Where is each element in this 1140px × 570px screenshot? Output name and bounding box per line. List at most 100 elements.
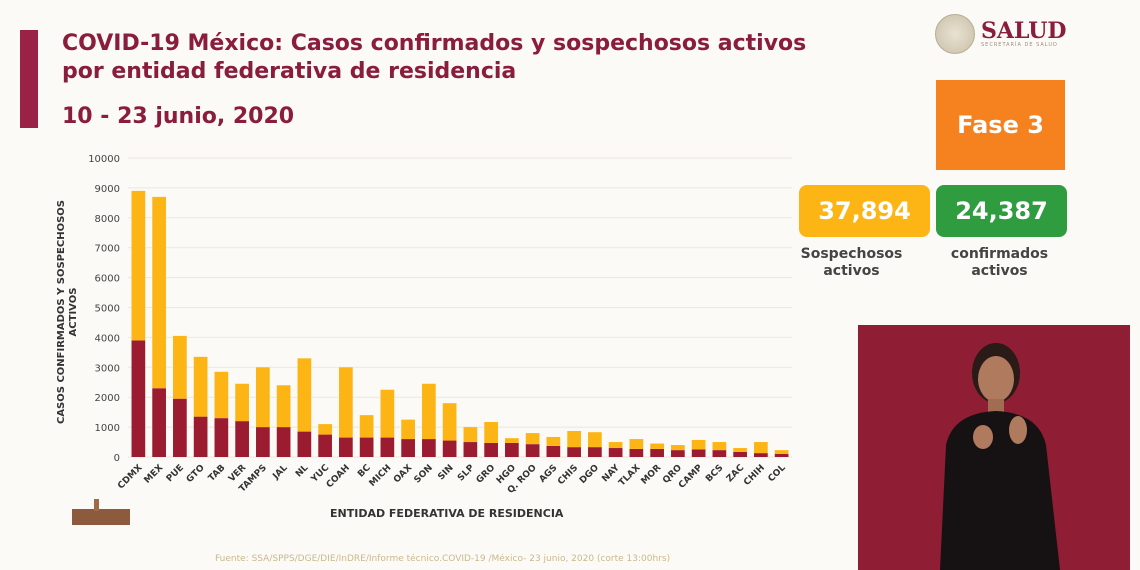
kpi-confirmados: 24,387 xyxy=(936,185,1067,237)
bar-sospechosos-tab xyxy=(214,371,229,419)
x-tick-label: TAB xyxy=(207,463,228,484)
x-tick-label: COAH xyxy=(325,463,352,490)
bar-sospechosos-slp xyxy=(463,427,478,443)
label-line: activos xyxy=(971,263,1028,279)
y-tick-label: 6000 xyxy=(95,274,120,285)
date-range: 10 - 23 junio, 2020 xyxy=(62,104,295,129)
bar-confirmados-son xyxy=(422,439,436,457)
x-tick-label: MOR xyxy=(640,463,664,487)
bar-confirmados-jal xyxy=(276,427,291,457)
x-tick-label: NL xyxy=(294,463,311,480)
bar-confirmados-qro xyxy=(671,450,685,457)
bar-confirmados-slp xyxy=(463,442,478,457)
bar-confirmados-mor xyxy=(650,448,664,457)
x-tick-label: BC xyxy=(356,463,373,480)
bar-sospechosos-mex xyxy=(152,196,166,389)
bar-confirmados-tlax xyxy=(629,448,644,457)
x-tick-label: DGO xyxy=(578,463,601,486)
x-tick-label: SLP xyxy=(456,463,477,484)
accent-bar xyxy=(20,30,38,128)
bar-sospechosos-coah xyxy=(339,367,353,438)
bar-sospechosos-camp xyxy=(691,439,706,450)
bar-sospechosos-sin xyxy=(442,403,457,441)
bar-sospechosos-bc xyxy=(359,415,374,438)
bar-confirmados-chis xyxy=(567,447,581,457)
title-line-1: COVID-19 México: Casos confirmados y sos… xyxy=(62,31,807,56)
y-tick-label: 9000 xyxy=(95,184,120,195)
bar-sospechosos-col xyxy=(774,450,789,455)
bar-confirmados-oax xyxy=(401,439,415,457)
x-tick-label: PUE xyxy=(165,463,186,484)
bar-sospechosos-tlax xyxy=(629,439,644,449)
bar-confirmados-pue xyxy=(173,398,187,457)
bar-confirmados-mex xyxy=(152,388,166,457)
bar-confirmados-camp xyxy=(691,449,706,457)
bar-sospechosos-zac xyxy=(733,448,747,452)
y-tick-label: 7000 xyxy=(95,244,120,255)
bar-sospechosos-chis xyxy=(567,430,581,448)
x-tick-label: JAL xyxy=(271,463,290,482)
x-tick-label: SON xyxy=(413,463,435,485)
x-axis-title: ENTIDAD FEDERATIVA DE RESIDENCIA xyxy=(330,507,564,520)
bar-sospechosos-yuc xyxy=(318,424,332,435)
bar-sospechosos-ags xyxy=(546,436,561,446)
bar-sospechosos-dgo xyxy=(588,432,602,448)
bar-sospechosos-jal xyxy=(276,385,291,428)
logo-name: SALUD xyxy=(981,18,1067,44)
bar-confirmados-cdmx xyxy=(131,340,146,457)
bar-sospechosos-gto xyxy=(193,356,208,417)
bar-sospechosos-nl xyxy=(297,358,312,432)
bar-confirmados-yuc xyxy=(318,434,332,457)
bar-confirmados-tab xyxy=(214,418,229,457)
kpi-confirmados-label: confirmados activos xyxy=(934,246,1065,280)
x-tick-label: CHIS xyxy=(556,463,580,487)
bar-confirmados-ags xyxy=(546,445,561,457)
bar-sospechosos-mor xyxy=(650,443,664,449)
bar-confirmados-coah xyxy=(339,437,353,457)
bar-confirmados-nl xyxy=(297,431,312,457)
x-tick-label: COL xyxy=(767,463,788,484)
y-tick-label: 5000 xyxy=(95,304,120,315)
bar-sospechosos-cdmx xyxy=(131,190,146,341)
bar-sospechosos-mich xyxy=(380,389,395,438)
y-tick-label: 0 xyxy=(114,453,120,464)
bar-sospechosos-nay xyxy=(608,442,623,449)
x-tick-label: SIN xyxy=(436,463,455,482)
sign-language-interpreter-video xyxy=(858,325,1130,570)
bar-confirmados-ver xyxy=(235,421,249,457)
bar-confirmados-col xyxy=(774,454,789,457)
logo-subtitle: SECRETARÍA DE SALUD xyxy=(981,42,1058,48)
bar-confirmados-gro xyxy=(484,442,498,457)
bar-confirmados-mich xyxy=(380,437,395,457)
x-tick-label: MEX xyxy=(143,463,166,486)
bar-sospechosos-gro xyxy=(484,422,498,443)
y-tick-label: 3000 xyxy=(95,363,120,374)
x-tick-label: GTO xyxy=(185,463,207,485)
y-tick-label: 4000 xyxy=(95,333,120,344)
bar-sospechosos-tamps xyxy=(256,367,270,428)
kpi-sospechosos-label: Sospechosos activos xyxy=(786,246,917,280)
y-tick-label: 1000 xyxy=(95,423,120,434)
bar-confirmados-qroo xyxy=(525,444,540,457)
x-tick-label: MICH xyxy=(368,463,394,489)
y-tick-label: 8000 xyxy=(95,214,120,225)
bar-confirmados-gto xyxy=(193,416,208,457)
bar-confirmados-nay xyxy=(608,448,623,457)
bar-confirmados-hgo xyxy=(505,442,519,457)
bar-sospechosos-son xyxy=(422,383,436,440)
bar-sospechosos-pue xyxy=(173,335,187,399)
x-tick-label: CHIH xyxy=(742,463,767,488)
x-tick-label: CDMX xyxy=(116,463,144,491)
x-tick-label: AGS xyxy=(538,463,560,485)
salud-logo: SALUD SECRETARÍA DE SALUD xyxy=(935,14,1067,54)
bar-confirmados-bcs xyxy=(712,450,727,457)
x-tick-label: OAX xyxy=(392,463,414,485)
page-title: COVID-19 México: Casos confirmados y sos… xyxy=(62,30,806,86)
interpreter-figure xyxy=(940,343,1060,570)
bar-confirmados-dgo xyxy=(588,447,602,457)
bar-sospechosos-chih xyxy=(754,442,768,454)
x-tick-label: TLAX xyxy=(617,463,642,488)
label-line: Sospechosos xyxy=(800,246,903,262)
y-tick-label: 2000 xyxy=(95,393,120,404)
decorative-figures-icon xyxy=(72,499,130,525)
